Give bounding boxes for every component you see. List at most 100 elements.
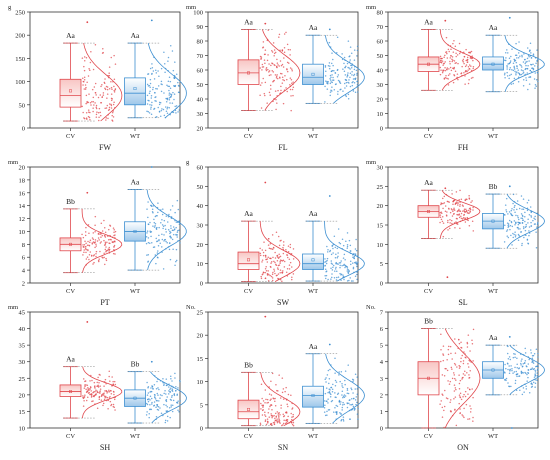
data-point	[156, 380, 158, 383]
data-point	[110, 93, 113, 95]
data-point	[453, 40, 455, 42]
data-point	[276, 411, 279, 413]
data-point	[146, 411, 148, 413]
data-point	[526, 57, 529, 60]
data-point	[267, 412, 270, 414]
data-point	[163, 219, 166, 222]
data-point	[470, 50, 473, 53]
data-point	[161, 238, 164, 241]
data-point	[287, 415, 289, 418]
data-point	[333, 411, 335, 413]
data-point	[516, 208, 518, 211]
data-point	[153, 226, 156, 228]
data-point	[468, 194, 470, 197]
data-point	[259, 423, 262, 426]
y-tick-label: 100	[15, 79, 25, 86]
data-point	[329, 65, 331, 67]
data-point	[334, 72, 336, 74]
data-point	[288, 62, 290, 64]
data-point	[83, 117, 85, 119]
data-point	[153, 393, 156, 396]
density-curve	[506, 193, 545, 249]
data-point	[464, 65, 467, 68]
data-point	[97, 96, 100, 99]
data-point	[157, 211, 159, 214]
data-point	[446, 397, 449, 400]
data-point	[328, 388, 330, 390]
data-point	[270, 394, 273, 396]
data-point	[464, 70, 467, 73]
data-point	[147, 261, 149, 263]
data-point	[461, 414, 463, 416]
data-point	[443, 195, 446, 198]
data-point	[157, 394, 159, 396]
data-point	[341, 238, 344, 241]
data-point	[292, 86, 295, 88]
data-point	[456, 54, 459, 56]
data-point	[533, 376, 536, 378]
data-point	[291, 408, 293, 410]
data-point	[444, 205, 447, 207]
data-point	[286, 68, 288, 70]
data-point	[272, 80, 274, 83]
data-point	[103, 394, 105, 396]
data-point	[95, 106, 97, 108]
data-point	[324, 264, 326, 267]
data-point	[88, 68, 90, 70]
x-tick-label: WT	[488, 133, 498, 140]
data-point	[111, 111, 114, 114]
data-point	[149, 391, 151, 393]
data-point	[169, 45, 172, 47]
outlier-point	[86, 21, 89, 24]
data-point	[262, 405, 264, 407]
data-point	[168, 98, 171, 101]
data-point	[342, 401, 344, 404]
plot-frame	[29, 11, 181, 129]
data-point	[459, 379, 462, 382]
data-point	[145, 235, 148, 238]
data-point	[167, 221, 169, 223]
data-point	[175, 260, 177, 263]
data-point	[291, 416, 293, 418]
data-point	[528, 358, 530, 361]
data-point	[275, 77, 278, 79]
data-point	[510, 55, 512, 58]
data-point	[465, 210, 468, 212]
data-point	[175, 221, 178, 223]
data-point	[344, 266, 346, 269]
data-point	[267, 256, 269, 258]
data-point	[281, 49, 284, 51]
data-point	[349, 68, 351, 70]
mean-marker	[247, 407, 250, 411]
data-point	[345, 240, 347, 243]
data-point	[463, 55, 466, 58]
data-point	[525, 79, 528, 82]
data-point	[274, 397, 276, 400]
data-point	[439, 214, 442, 216]
data-point	[449, 380, 452, 383]
data-point	[112, 227, 115, 229]
data-point	[447, 229, 449, 231]
data-point	[332, 383, 334, 386]
data-point	[286, 420, 289, 423]
data-point	[336, 247, 339, 250]
data-point	[509, 66, 512, 69]
data-point	[439, 221, 441, 224]
data-point	[356, 83, 359, 86]
data-point	[171, 410, 174, 413]
data-point	[268, 74, 271, 77]
data-point	[504, 224, 506, 226]
data-point	[272, 271, 274, 274]
data-point	[262, 251, 265, 254]
y-tick-label: 30	[19, 359, 26, 366]
outlier-point	[150, 19, 153, 22]
data-point	[106, 396, 109, 399]
data-point	[291, 68, 293, 70]
data-point	[168, 406, 171, 409]
data-point	[151, 208, 154, 211]
data-point	[522, 79, 525, 81]
data-point	[471, 388, 473, 390]
data-point	[532, 53, 535, 55]
x-axis-label: FH	[458, 143, 468, 152]
